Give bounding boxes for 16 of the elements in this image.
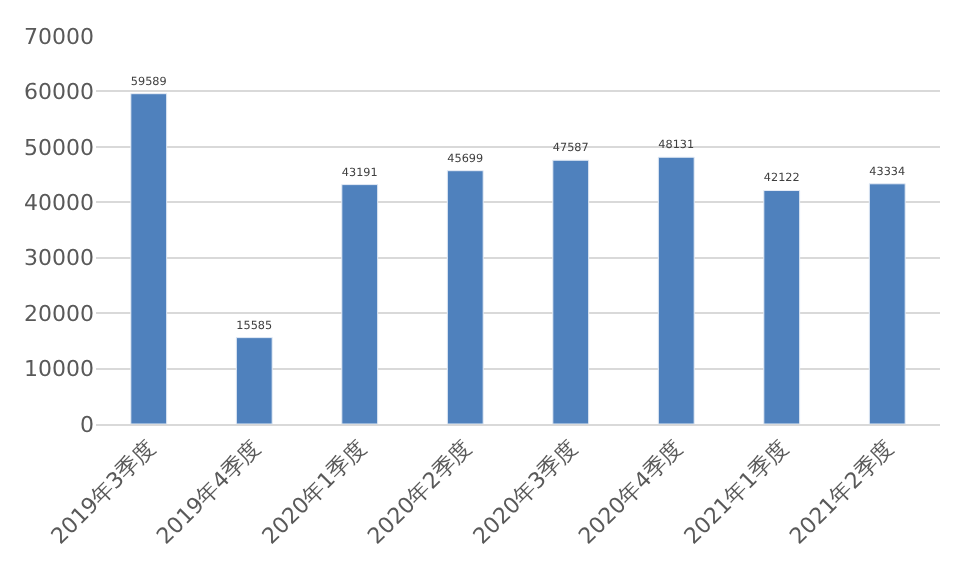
- bar: [341, 184, 379, 424]
- bar: [657, 156, 695, 424]
- bar: [130, 93, 168, 424]
- y-tick-label: 60000: [24, 79, 94, 106]
- bar: [235, 337, 273, 424]
- bar: [763, 190, 801, 424]
- bar: [552, 159, 590, 424]
- y-tick-label: 0: [80, 411, 94, 438]
- bar: [868, 183, 906, 424]
- y-tick-label: 50000: [24, 134, 94, 161]
- bar: [446, 170, 484, 424]
- y-tick-label: 70000: [24, 23, 94, 50]
- y-tick-label: 40000: [24, 189, 94, 216]
- y-tick-label: 30000: [24, 245, 94, 272]
- y-tick-label: 20000: [24, 300, 94, 327]
- y-tick-label: 10000: [24, 356, 94, 383]
